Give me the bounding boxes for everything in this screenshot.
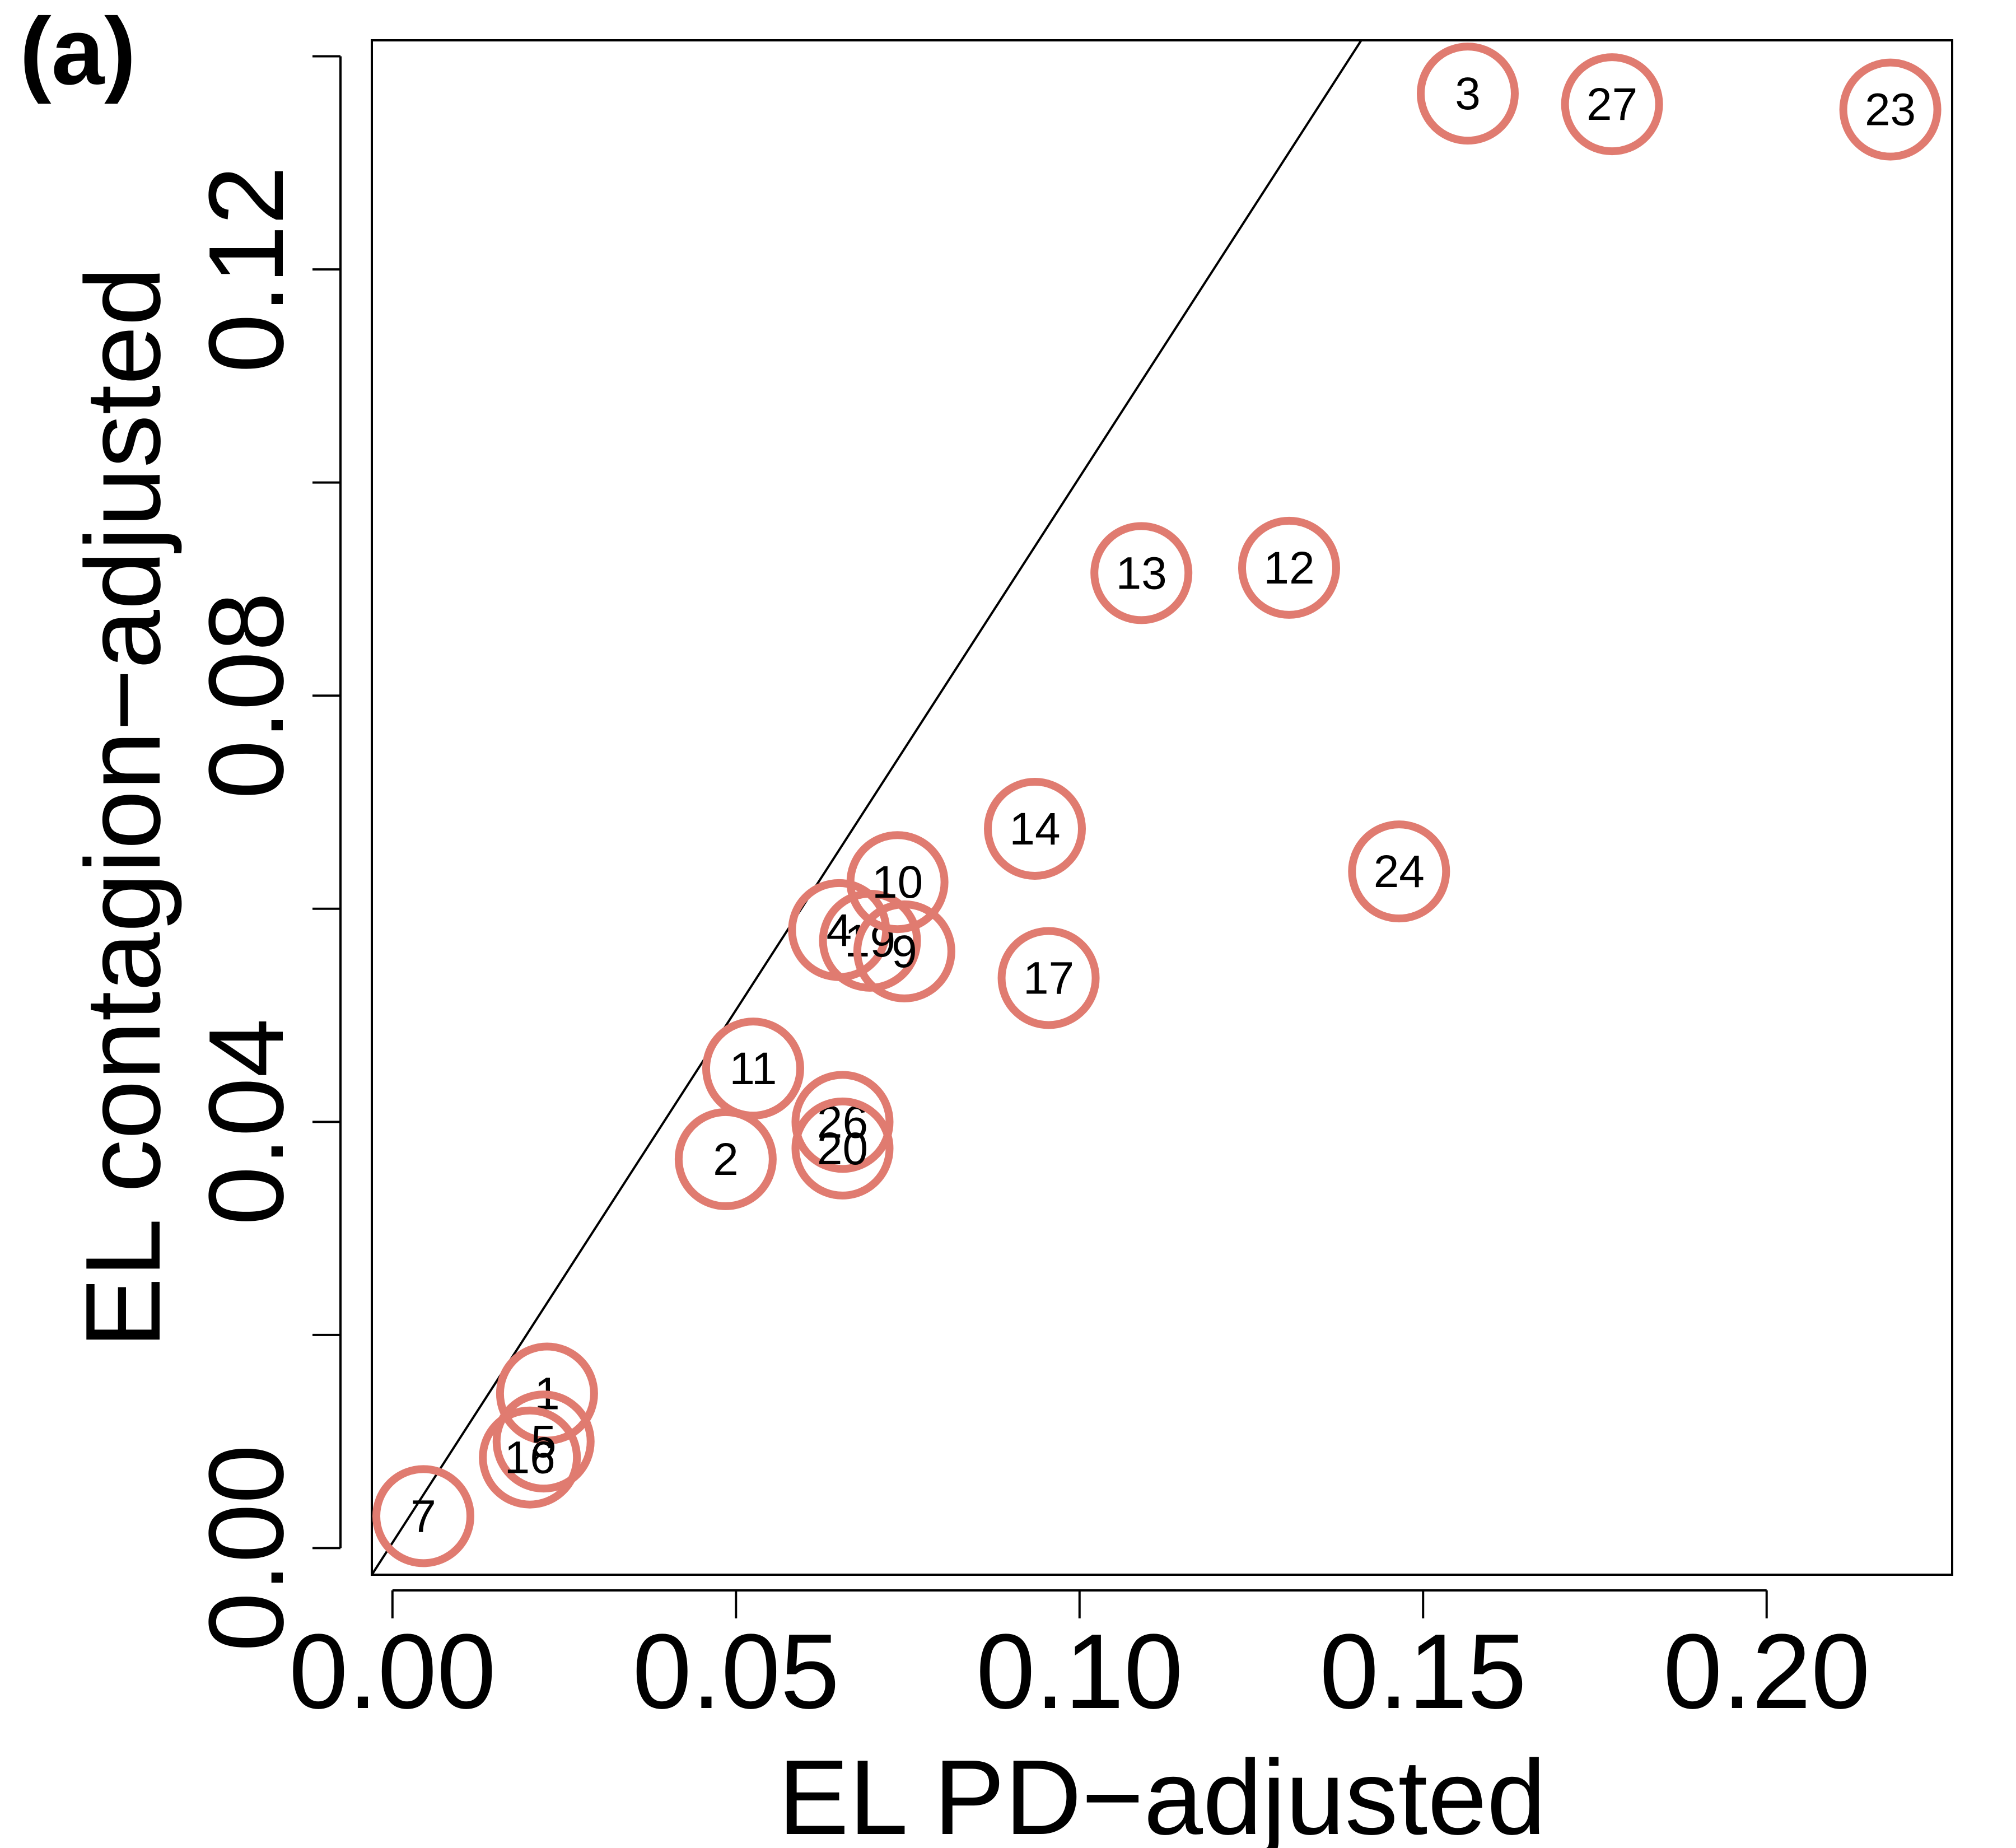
point-marker [496, 1342, 598, 1445]
y-tick-label: 0.12 [187, 166, 306, 373]
y-tick-label: 0.04 [187, 1018, 306, 1225]
y-tick-label: 0.00 [187, 1445, 306, 1652]
point-marker [1090, 522, 1193, 624]
x-axis: 0.00 0.05 0.10 0.15 0.20 [289, 1589, 1870, 1731]
point-marker [372, 1465, 475, 1567]
x-tick-label: 0.10 [976, 1612, 1183, 1731]
y-axis: 0.00 0.04 0.08 0.12 [187, 55, 342, 1652]
y-tick-label: 0.08 [187, 592, 306, 799]
point-label: 20 [817, 1123, 868, 1174]
x-tick-label: 0.05 [632, 1612, 839, 1731]
point-label: 2 [713, 1134, 739, 1185]
panel-label: (a) [20, 0, 136, 105]
x-tick-label: 0.20 [1663, 1612, 1870, 1731]
point-label: 12 [1263, 543, 1314, 594]
point-marker [1416, 43, 1519, 145]
point-marker [846, 831, 949, 934]
point-label: 10 [872, 857, 923, 908]
point-label: 17 [1023, 953, 1074, 1004]
point-marker [1839, 58, 1942, 161]
point-label: 13 [1116, 548, 1167, 599]
x-axis-label: EL PD−adjusted [778, 1738, 1546, 1848]
point-marker [1348, 820, 1450, 923]
point-label: 24 [1374, 846, 1425, 897]
point-marker [853, 900, 955, 1002]
x-tick-label: 0.00 [289, 1612, 496, 1731]
point-marker [791, 1097, 894, 1200]
point-marker [492, 1390, 595, 1493]
point-marker [997, 927, 1100, 1029]
point-marker [702, 1018, 804, 1120]
reference-line [371, 39, 1362, 1576]
reference-line-group [371, 39, 1362, 1576]
point-label: 9 [892, 926, 917, 977]
y-axis-label: EL contagion−adjusted [64, 267, 183, 1348]
point-label: 3 [1455, 68, 1481, 119]
point-label: 5 [531, 1416, 557, 1467]
point-label: 23 [1865, 85, 1916, 136]
plot-frame [371, 39, 1953, 1576]
point-marker [984, 778, 1086, 880]
x-tick-label: 0.15 [1319, 1612, 1527, 1731]
point-label: 14 [1009, 804, 1060, 855]
point-marker [1238, 516, 1340, 619]
point-marker [791, 1071, 894, 1173]
point-label: 11 [729, 1043, 777, 1094]
point-marker [1561, 53, 1663, 156]
point-label: 7 [410, 1491, 436, 1542]
point-label: 27 [1586, 79, 1637, 130]
point-marker [674, 1108, 777, 1210]
point-marker [479, 1406, 581, 1509]
point-label: 16 [505, 1432, 556, 1483]
